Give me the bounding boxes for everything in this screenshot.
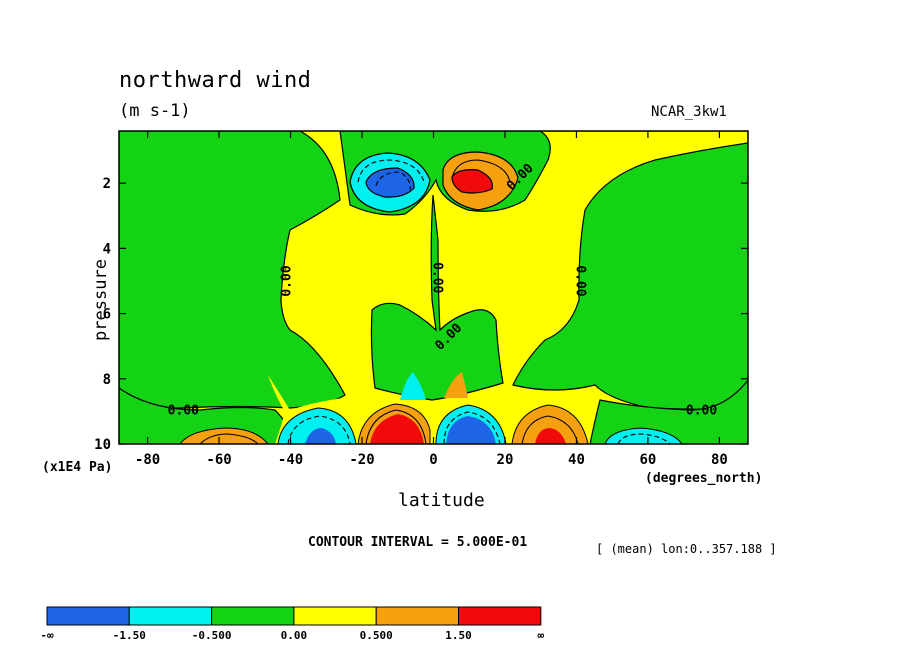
field-red-north [451, 169, 494, 194]
colorbar-swatch [211, 606, 295, 626]
contour-label: 0.00 [430, 262, 445, 293]
y-tick-label: 8 [103, 372, 111, 388]
positive-contours [199, 159, 579, 444]
x-tick-label: -20 [349, 452, 374, 468]
colorbar-swatch [293, 606, 377, 626]
field-cyan-mid [400, 372, 426, 400]
x-axis-ticks: -80 -60 -40 -20 0 20 40 60 80 [135, 131, 728, 468]
colorbar-swatch [128, 606, 213, 626]
colorbar-swatch [375, 606, 460, 626]
contour-interval: CONTOUR INTERVAL = 5.000E-01 [308, 535, 528, 550]
y-axis-ticks: 2 4 6 8 10 [94, 176, 748, 453]
field-green-west [119, 131, 346, 411]
field-blue-south-right [446, 416, 496, 444]
field-green-centre [370, 194, 504, 401]
field-blue-north [365, 167, 415, 198]
contour-label: 0.00 [572, 265, 587, 296]
y-tick-label: 4 [103, 241, 111, 257]
x-tick-label: 40 [568, 452, 585, 468]
colorbar: -∞ -1.50 -0.500 0.00 0.500 1.50 ∞ [40, 606, 544, 642]
negative-contours [287, 159, 671, 444]
contour-label: 0.00 [686, 404, 717, 419]
field-cyan-south-left [277, 407, 357, 444]
colorbar-label: -1.50 [113, 629, 146, 642]
chart-title: northward wind [119, 68, 312, 93]
y-axis-units: (x1E4 Pa) [42, 460, 113, 475]
x-axis-label: latitude [398, 490, 485, 511]
field-green-southeast [589, 379, 748, 444]
colorbar-label: -0.500 [192, 629, 232, 642]
x-tick-label: 80 [711, 452, 728, 468]
colorbar-swatch [458, 606, 542, 626]
contour-label: 0.00 [168, 404, 199, 419]
y-tick-label: 6 [103, 307, 111, 323]
field-orange-southwest [179, 427, 269, 444]
filled-contours [119, 131, 748, 444]
y-tick-label: 2 [103, 176, 111, 192]
x-tick-label: 0 [429, 452, 437, 468]
colorbar-label: 0.500 [360, 629, 393, 642]
field-red-south-left [370, 414, 424, 444]
x-axis-units: (degrees_north) [645, 471, 763, 486]
model-name: NCAR_3kw1 [651, 104, 727, 120]
colorbar-label: 0.00 [281, 629, 308, 642]
x-tick-label: -40 [278, 452, 303, 468]
x-tick-label: 60 [640, 452, 657, 468]
x-tick-label: -60 [206, 452, 231, 468]
field-red-south-right [535, 428, 566, 444]
x-tick-label: -80 [135, 452, 160, 468]
x-tick-label: 20 [497, 452, 514, 468]
field-orange-mid [444, 372, 468, 398]
field-blue-south-left [305, 428, 336, 444]
contour-label: 0.00 [280, 265, 295, 296]
averaging-note: [ (mean) lon:0..357.188 ] [596, 542, 777, 556]
y-tick-label: 10 [94, 437, 111, 453]
field-cyan-southeast [604, 427, 683, 444]
colorbar-label: 1.50 [445, 629, 472, 642]
colorbar-swatch [46, 606, 130, 626]
field-orange-south-right [511, 404, 589, 444]
chart-units: (m s-1) [119, 101, 191, 121]
colorbar-label: -∞ [40, 629, 54, 642]
colorbar-label: ∞ [537, 629, 544, 642]
